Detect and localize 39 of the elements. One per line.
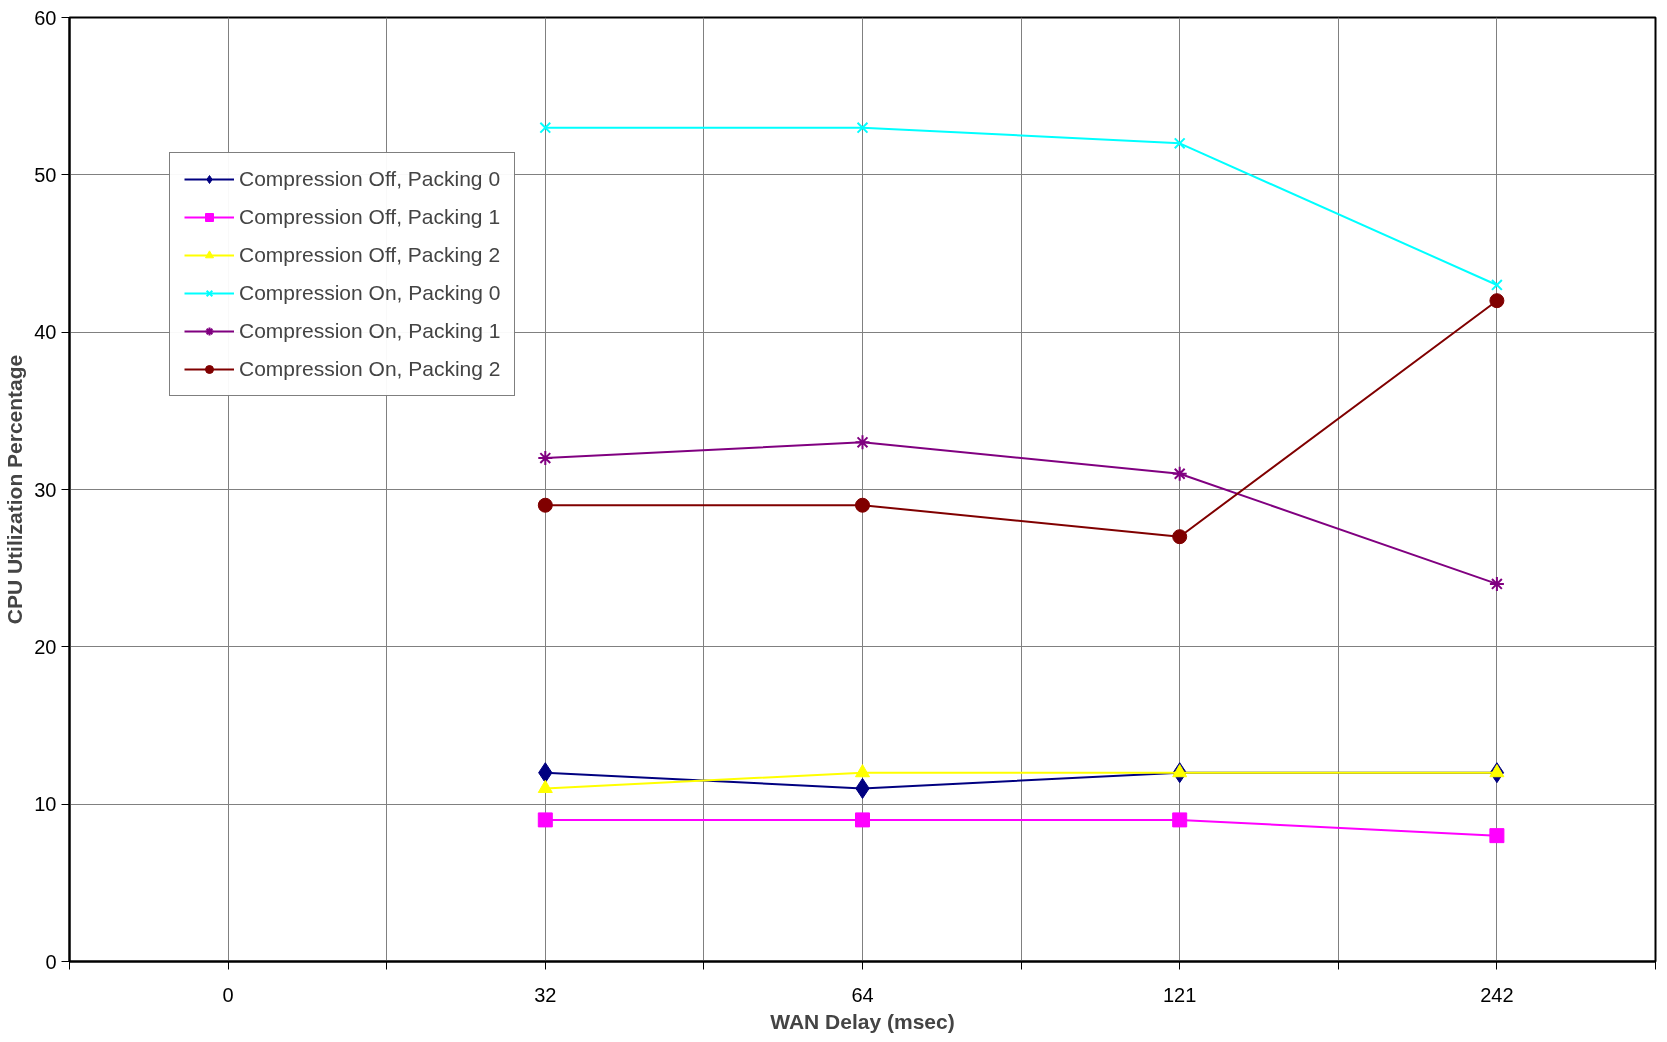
point (537, 497, 553, 513)
y-tick-label: 20 (34, 635, 57, 658)
point (1489, 293, 1505, 309)
point (1488, 575, 1505, 592)
x-tick-label: 121 (1163, 983, 1197, 1006)
legend-label: Compression Off, Packing 1 (239, 205, 501, 229)
point (1172, 812, 1188, 828)
point (854, 434, 871, 451)
point (537, 812, 553, 828)
y-tick-label: 40 (34, 321, 57, 344)
legend-label: Compression Off, Packing 0 (239, 167, 501, 191)
legend-label: Compression On, Packing 2 (239, 357, 501, 381)
point (855, 764, 870, 778)
y-tick-label: 0 (45, 950, 57, 973)
legend-label: Compression On, Packing 0 (239, 281, 501, 305)
y-axis-title: CPU Utilization Percentage (3, 354, 27, 625)
point (1171, 465, 1188, 482)
point (1172, 529, 1188, 545)
x-tick-label: 32 (534, 983, 557, 1006)
x-tick-label: 0 (222, 983, 234, 1006)
legend-label: Compression Off, Packing 2 (239, 243, 501, 267)
point (537, 450, 554, 467)
x-axis-title: WAN Delay (msec) (770, 1009, 955, 1033)
y-tick-label: 10 (34, 793, 57, 816)
point (1490, 279, 1503, 291)
y-tick-label: 50 (34, 163, 57, 186)
legend-label: Compression On, Packing 1 (239, 319, 501, 343)
point (1489, 828, 1505, 844)
point (855, 497, 870, 513)
x-tick-label: 64 (851, 983, 874, 1006)
point (856, 121, 869, 134)
point (1489, 764, 1505, 778)
point (1172, 764, 1188, 778)
point (1173, 137, 1186, 150)
point (539, 121, 552, 134)
point (855, 812, 870, 828)
y-tick-label: 60 (34, 6, 57, 29)
y-tick-label: 30 (34, 478, 57, 501)
x-tick-label: 242 (1480, 983, 1514, 1006)
